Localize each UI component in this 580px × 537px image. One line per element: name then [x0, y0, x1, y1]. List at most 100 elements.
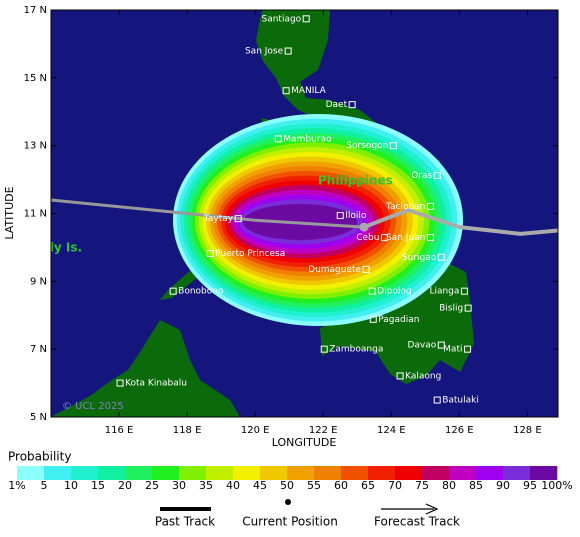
city-label: Santiago	[261, 14, 301, 24]
colorbar-cell	[503, 466, 531, 480]
forecast-track	[363, 207, 558, 236]
colorbar-cell	[233, 466, 261, 480]
colorbar-label: 100%	[541, 479, 572, 492]
colorbar-cell	[125, 466, 153, 480]
colorbar-label: 65	[361, 479, 375, 492]
colorbar-label: 45	[253, 479, 267, 492]
y-tick-label: 9 N	[30, 276, 47, 287]
city-label: Batulaki	[442, 396, 479, 406]
city-marker	[302, 15, 310, 23]
city-label: Oras	[411, 171, 432, 181]
city-label: Tacloban	[385, 202, 425, 212]
tracks	[51, 198, 558, 236]
x-axis-title: LONGITUDE	[272, 436, 337, 449]
city-label: Mamburao	[283, 134, 332, 144]
city-marker	[433, 172, 441, 180]
colorbar-cell	[152, 466, 180, 480]
x-tick-label: 124 E	[377, 425, 406, 436]
city-marker	[274, 135, 282, 143]
y-axis-title: LATITUDE	[3, 186, 16, 239]
y-tick-label: 17 N	[24, 5, 47, 16]
past-track	[51, 198, 365, 229]
colorbar-cell	[206, 466, 234, 480]
colorbar-title: Probability	[8, 450, 71, 464]
colorbar-label: 25	[145, 479, 159, 492]
city-label: San Juan	[386, 233, 425, 243]
legend-current-position	[285, 499, 291, 505]
colorbar-label: 75	[415, 479, 429, 492]
city-label: Kota Kinabalu	[125, 379, 187, 389]
city-marker	[284, 47, 292, 55]
legend-arrow	[425, 503, 439, 515]
y-tick-label: 13 N	[24, 141, 47, 152]
city-marker	[206, 250, 214, 258]
city-marker	[389, 142, 397, 150]
city-marker	[336, 212, 344, 220]
colorbar-cell	[17, 466, 45, 480]
city-marker	[380, 234, 388, 242]
x-tick-label: 128 E	[513, 425, 542, 436]
colorbar-cell	[476, 466, 504, 480]
legend-label: Current Position	[242, 515, 338, 529]
city-marker	[282, 87, 290, 95]
x-tick-label: 118 E	[173, 425, 202, 436]
colorbar-cell	[260, 466, 288, 480]
city-marker	[460, 287, 468, 295]
legend-label: Forecast Track	[374, 515, 460, 529]
y-tick-label: 5 N	[30, 412, 47, 423]
colorbar-label: 55	[307, 479, 321, 492]
city-marker	[437, 253, 445, 261]
city-marker	[463, 345, 471, 353]
city-marker	[169, 287, 177, 295]
colorbar-label: 70	[388, 479, 402, 492]
city-label: Kalaong	[405, 371, 441, 381]
colorbar-label: 60	[334, 479, 348, 492]
city-label: Dumaguete	[308, 265, 361, 275]
colorbar-cell	[314, 466, 342, 480]
colorbar-cell	[530, 466, 558, 480]
city-label: Cebu	[356, 233, 379, 243]
colorbar-cell	[368, 466, 396, 480]
x-tick-label: 120 E	[241, 425, 270, 436]
city-marker	[368, 287, 376, 295]
map-area: Santiago San Jose MANILA Daet Mamburao Sorsog…	[44, 10, 558, 417]
city-label: Taytay	[203, 214, 234, 224]
city-label: Puerto Princesa	[215, 249, 285, 259]
city-label: Iloilo	[345, 211, 367, 221]
colorbar-label: 20	[118, 479, 132, 492]
colorbar-cell	[287, 466, 315, 480]
colorbar-label: 5	[41, 479, 48, 492]
city-label: Bonobono	[178, 287, 224, 297]
watermark: © UCL 2025	[62, 401, 124, 412]
colorbar-cell	[98, 466, 126, 480]
region-label: tly Is.	[44, 241, 82, 255]
city-label: MANILA	[291, 86, 327, 96]
colorbar-cell	[44, 466, 72, 480]
city-marker	[396, 372, 404, 380]
colorbar-label: 15	[91, 479, 105, 492]
city-marker	[426, 234, 434, 242]
city-label: Davao	[407, 341, 436, 351]
colorbar: 1% 5 10 15 20 25 30 35 40 45 50 55 60 65 70 75 80 85 90 95 1…	[8, 466, 573, 492]
city-label: Dipolog	[377, 287, 411, 297]
city-label: Pagadian	[378, 315, 419, 325]
y-tick-label: 15 N	[24, 73, 47, 84]
colorbar-label: 10	[64, 479, 78, 492]
colorbar-label: 85	[469, 479, 483, 492]
city-marker	[433, 396, 441, 404]
city-label: Lianga	[429, 287, 459, 297]
city-label: Bislig	[439, 304, 463, 314]
city-label: San Jose	[245, 47, 284, 57]
legend-label: Past Track	[155, 515, 215, 529]
x-tick-label: 116 E	[105, 425, 134, 436]
city-label: Sorsogon	[346, 141, 388, 151]
x-tick-label: 126 E	[445, 425, 474, 436]
colorbar-cell	[341, 466, 369, 480]
y-tick-label: 7 N	[30, 344, 47, 355]
axes: 116 E 118 E 120 E 122 E 124 E 126 E 128 E 5 N 7 …	[24, 5, 558, 436]
colorbar-label: 1%	[8, 479, 25, 492]
city-marker	[348, 101, 356, 109]
colorbar-label: 50	[280, 479, 294, 492]
city-marker	[426, 202, 434, 210]
colorbar-label: 40	[226, 479, 240, 492]
